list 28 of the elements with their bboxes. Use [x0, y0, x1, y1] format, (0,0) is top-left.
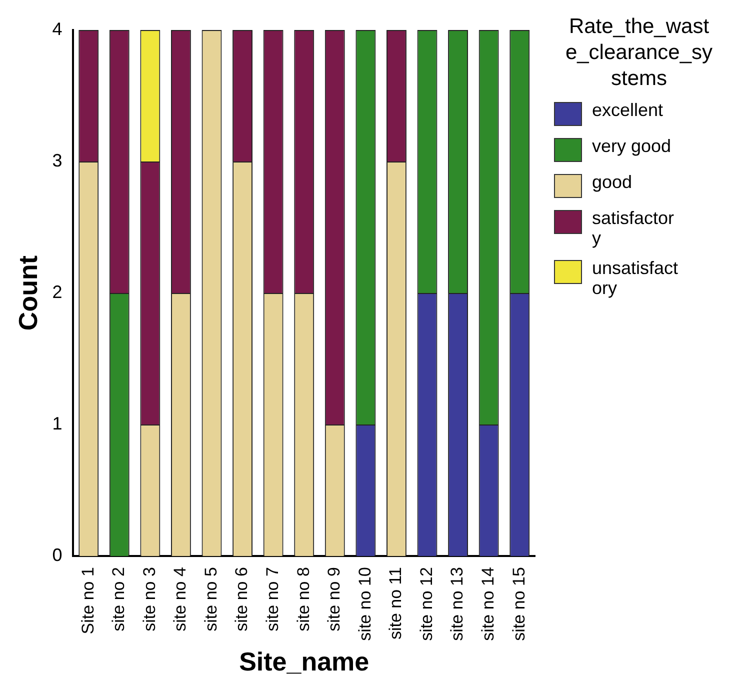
legend-label: good [592, 172, 634, 192]
y-tick-label: 3 [52, 150, 62, 170]
y-tick-label: 0 [52, 545, 62, 566]
x-tick-label: site no 11 [386, 567, 406, 640]
x-axis-title: Site_name [239, 646, 370, 677]
x-tick-label: site no 6 [232, 567, 252, 632]
x-tick-label: site no 13 [448, 567, 467, 641]
x-tick-label: site no 3 [140, 567, 159, 632]
x-tick-label: site no 9 [324, 567, 344, 632]
x-tick-label: Site no 1 [78, 567, 98, 634]
x-tick-label: site no 8 [294, 567, 313, 632]
legend-title: Rate_the_waste_clearance_systems [564, 14, 714, 92]
legend-label: satisfactory [592, 208, 676, 248]
x-tick-label: site no 14 [478, 567, 498, 641]
x-tick-label: site no 2 [109, 567, 128, 632]
y-tick-label: 2 [52, 282, 62, 302]
x-tick-label: site no 7 [263, 567, 282, 632]
x-tick-label: site no 15 [509, 567, 528, 641]
legend-label: excellent [592, 100, 664, 120]
y-axis-title: Count [12, 255, 43, 331]
x-tick-label: site no 4 [170, 567, 190, 632]
x-tick-label: site no 10 [355, 567, 374, 641]
legend-label: very good [592, 136, 672, 156]
y-tick-label: 1 [52, 414, 62, 434]
x-tick-label: site no 5 [201, 567, 220, 632]
legend-label: unsatisfactory [592, 258, 680, 298]
x-tick-label: site no 12 [416, 567, 436, 641]
y-tick-label: 4 [52, 18, 62, 39]
